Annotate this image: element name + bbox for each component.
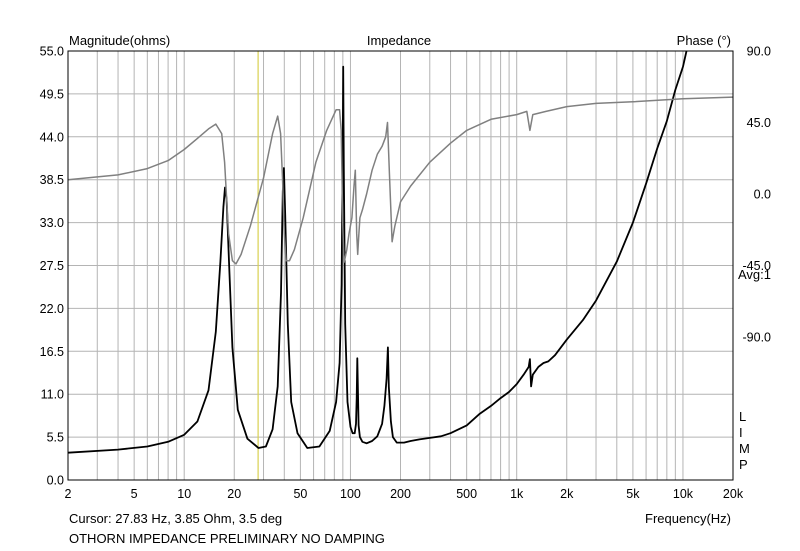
y-right-tick-label: 90.0 — [747, 45, 771, 59]
side-legend-letter: I — [739, 425, 743, 440]
y-left-tick-label: 27.5 — [40, 259, 64, 273]
y-left-tick-label: 11.0 — [41, 388, 64, 402]
y-left-tick-label: 0.0 — [47, 474, 64, 488]
chart-title: Impedance — [367, 33, 431, 48]
y-left-tick-label: 16.5 — [40, 345, 64, 359]
x-tick-label: 5 — [131, 487, 138, 501]
right-axis-title: Phase (°) — [677, 33, 731, 48]
x-tick-label: 20k — [723, 487, 744, 501]
x-tick-label: 100 — [340, 487, 361, 501]
x-tick-label: 50 — [293, 487, 307, 501]
y-right-tick-label: -45.0 — [743, 259, 772, 273]
y-left-tick-label: 49.5 — [40, 87, 64, 101]
series-layer — [67, 50, 734, 454]
x-tick-label: 5k — [626, 487, 640, 501]
x-tick-label: 200 — [390, 487, 411, 501]
plot-frame — [67, 50, 734, 481]
y-right-tick-label: 0.0 — [754, 188, 771, 202]
avg-label: Avg:1 — [738, 267, 771, 282]
left-axis-title: Magnitude(ohms) — [69, 33, 170, 48]
side-legend-letter: L — [739, 409, 746, 424]
x-tick-label: 2k — [560, 487, 574, 501]
x-axis-title: Frequency(Hz) — [645, 511, 731, 526]
side-legend-letter: M — [739, 441, 750, 456]
y-left-tick-label: 33.0 — [40, 216, 64, 230]
x-tick-label: 20 — [227, 487, 241, 501]
x-tick-label: 500 — [456, 487, 477, 501]
x-tick-label: 1k — [510, 487, 524, 501]
y-right-tick-label: 45.0 — [747, 116, 771, 130]
y-left-tick-label: 55.0 — [40, 45, 64, 59]
magnitude-series-line — [67, 50, 688, 454]
cursor-readout: Cursor: 27.83 Hz, 3.85 Ohm, 3.5 deg — [69, 511, 282, 526]
y-right-tick-label: -90.0 — [743, 331, 772, 345]
phase-series-line — [67, 96, 734, 265]
y-left-tick-label: 44.0 — [40, 130, 64, 144]
y-left-tick-label: 38.5 — [40, 173, 64, 187]
side-legend-letter: P — [739, 457, 748, 472]
chart-caption: OTHORN IMPEDANCE PRELIMINARY NO DAMPING — [69, 531, 385, 546]
y-left-tick-label: 5.5 — [47, 431, 64, 445]
x-tick-label: 10 — [177, 487, 191, 501]
axis-labels: 2 5 10 20 50 100 200 500 1k 2k 5k 10k 20k 0.0 5.5 11.0 1… — [40, 45, 771, 502]
x-tick-label: 2 — [65, 487, 72, 501]
x-tick-label: 10k — [673, 487, 694, 501]
y-left-tick-label: 22.0 — [40, 302, 64, 316]
grid-lines — [68, 51, 733, 480]
